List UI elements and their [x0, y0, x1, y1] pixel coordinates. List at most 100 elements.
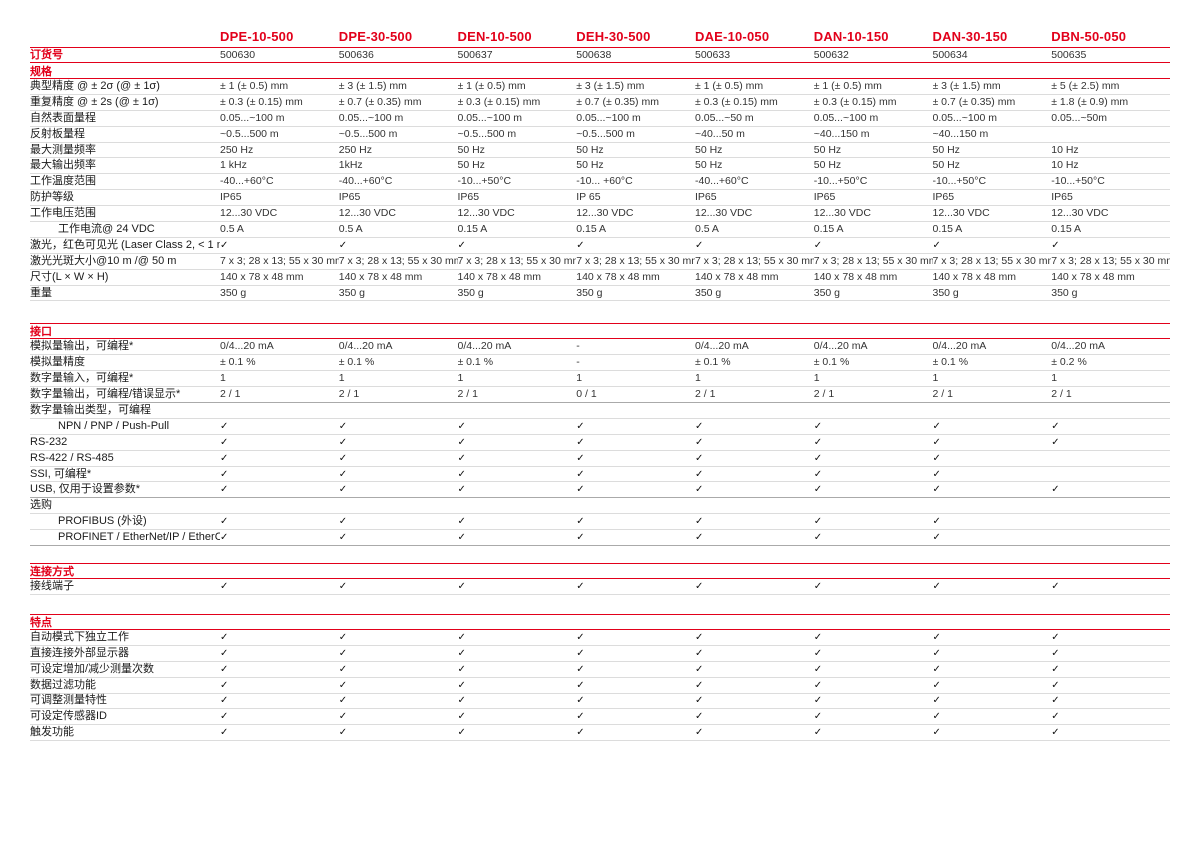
- row-label: 工作电压范围: [30, 207, 96, 220]
- spec-cell: 0.5 A: [220, 222, 244, 235]
- product-model-header: DAE-10-050: [695, 29, 770, 44]
- spec-cell: 1 kHz: [220, 159, 247, 172]
- spec-cell: ± 3 (± 1.5) mm: [338, 79, 407, 92]
- check-mark-icon: ✓: [220, 663, 229, 675]
- spec-cell: IP65: [695, 191, 717, 204]
- order-number: 500633: [695, 48, 731, 61]
- table-row: 防护等级 IP65 IP65 IP65 IP 65 IP65 IP65 IP65 IP65: [30, 190, 1170, 207]
- check-mark-icon: ✓: [813, 239, 823, 251]
- spec-cell: 140 x 78 x 48 mm: [695, 270, 779, 283]
- table-row: USB, 仅用于设置参数* ✓ ✓ ✓ ✓ ✓ ✓ ✓ ✓: [30, 482, 1170, 499]
- table-row: 激光光斑大小@10 m /@ 50 m 7 x 3; 28 x 13; 55 x …: [30, 254, 1170, 270]
- spec-cell: 50 Hz: [576, 143, 604, 156]
- spec-cell: 140 x 78 x 48 mm: [576, 270, 660, 283]
- check-mark-icon: ✓: [813, 727, 823, 739]
- check-mark-icon: ✓: [338, 452, 348, 464]
- check-mark-icon: ✓: [576, 239, 585, 251]
- check-mark-icon: ✓: [220, 516, 229, 528]
- check-mark-icon: ✓: [813, 631, 823, 643]
- row-label: 尺寸(L × W × H): [30, 270, 109, 283]
- check-mark-icon: ✓: [338, 647, 348, 659]
- check-mark-icon: ✓: [457, 452, 466, 464]
- check-mark-icon: ✓: [576, 711, 585, 723]
- check-mark-icon: ✓: [338, 581, 348, 592]
- spec-cell: 250 Hz: [338, 143, 373, 156]
- spec-cell: 0/4...20 mA: [1051, 340, 1105, 353]
- order-number-row: 订货号 500630 500636 500637 500638 500633 500632 5…: [30, 47, 1170, 63]
- spec-cell: ~40...50 m: [695, 127, 745, 140]
- spec-cell: 1: [576, 372, 583, 385]
- spec-cell: 50 Hz: [457, 159, 485, 172]
- table-row: 最大输出频率 1 kHz 1kHz 50 Hz 50 Hz 50 Hz 50 Hz 50 Hz…: [30, 158, 1170, 175]
- table-row: RS-232 ✓ ✓ ✓ ✓ ✓ ✓ ✓ ✓: [30, 435, 1170, 451]
- check-mark-icon: ✓: [813, 516, 823, 528]
- spec-cell: IP65: [813, 191, 836, 204]
- spec-cell: 7 x 3; 28 x 13; 55 x 30 mm: [1051, 254, 1170, 267]
- spec-cell: 1: [932, 372, 939, 385]
- product-model-header: DBN-50-050: [1051, 29, 1127, 44]
- check-mark-icon: ✓: [813, 420, 823, 432]
- check-mark-icon: ✓: [457, 516, 466, 528]
- spec-cell: 12...30 VDC: [576, 207, 634, 220]
- spec-cell: ± 0.1 %: [932, 356, 969, 369]
- spec-cell: 50 Hz: [695, 159, 723, 172]
- spec-cell: 50 Hz: [813, 143, 842, 156]
- table-row: 典型精度 @ ± 2σ (@ ± 1σ) ± 1 (± 0.5) mm ± 3 (±…: [30, 79, 1170, 95]
- product-header-row: DPE-10-500 DPE-30-500 DEN-10-500 DEH-30-500…: [30, 26, 1170, 47]
- row-label: 激光，红色可见光 (Laser Class 2, < 1 mW): [30, 238, 220, 251]
- spec-cell: 12...30 VDC: [338, 207, 396, 220]
- check-mark-icon: ✓: [695, 452, 704, 464]
- check-mark-icon: ✓: [338, 516, 348, 528]
- spec-cell: -10...+50°C: [813, 175, 868, 188]
- spec-cell: 2 / 1: [1051, 388, 1072, 401]
- product-model-header: DAN-30-150: [932, 29, 1008, 44]
- check-mark-icon: ✓: [220, 484, 229, 496]
- spec-cell: 0.05...~100 m: [576, 111, 641, 124]
- check-mark-icon: ✓: [932, 663, 941, 675]
- spec-cell: ~40...150 m: [932, 127, 989, 140]
- section-3: 特点 自动模式下独立工作 ✓ ✓ ✓ ✓ ✓ ✓ ✓ ✓ 直接连接外部显示器 ✓ ✓ ✓ ✓ ✓ ✓ ✓ ✓ 可设定增…: [30, 613, 1170, 742]
- check-mark-icon: ✓: [695, 711, 704, 723]
- check-mark-icon: ✓: [338, 663, 348, 675]
- spec-cell: -: [576, 356, 580, 369]
- row-label: 典型精度 @ ± 2σ (@ ± 1σ): [30, 79, 160, 92]
- check-mark-icon: ✓: [576, 727, 585, 739]
- spec-cell: 1: [695, 372, 701, 385]
- spec-cell: 50 Hz: [576, 159, 604, 172]
- spec-cell: IP65: [457, 191, 480, 204]
- spec-cell: 1: [1051, 372, 1058, 385]
- spec-cell: 0/4...20 mA: [932, 340, 987, 353]
- check-mark-icon: ✓: [695, 420, 704, 432]
- table-row: 激光，红色可见光 (Laser Class 2, < 1 mW) ✓ ✓ ✓ ✓ ✓ ✓ ✓ ✓: [30, 238, 1170, 254]
- table-subheader-row: 数字量输出类型，可编程: [30, 403, 1170, 419]
- spec-cell: 0.05...~100 m: [220, 111, 285, 124]
- check-mark-icon: ✓: [1051, 695, 1060, 707]
- spec-cell: ~0.5...500 m: [338, 127, 398, 140]
- spec-cell: ~40...150 m: [813, 127, 870, 140]
- check-mark-icon: ✓: [576, 663, 585, 675]
- section-title: 接口: [30, 326, 52, 339]
- spec-cell: -10...+50°C: [1051, 175, 1105, 188]
- check-mark-icon: ✓: [932, 532, 941, 544]
- check-mark-icon: ✓: [932, 452, 941, 464]
- check-mark-icon: ✓: [220, 420, 229, 432]
- check-mark-icon: ✓: [576, 532, 585, 544]
- check-mark-icon: ✓: [932, 679, 941, 691]
- check-mark-icon: ✓: [457, 711, 466, 723]
- table-row: 反射板量程 ~0.5...500 m ~0.5...500 m ~0.5...500 …: [30, 127, 1170, 143]
- spec-cell: 0.15 A: [813, 222, 844, 235]
- check-mark-icon: ✓: [695, 727, 704, 739]
- check-mark-icon: ✓: [695, 647, 704, 659]
- spec-cell: 1: [220, 372, 226, 385]
- check-mark-icon: ✓: [220, 711, 229, 723]
- spec-cell: 1: [338, 372, 345, 385]
- check-mark-icon: ✓: [338, 420, 348, 432]
- spec-cell: ± 0.3 (± 0.15) mm: [457, 95, 541, 108]
- spec-cell: IP65: [338, 191, 361, 204]
- spec-cell: IP65: [1051, 191, 1073, 204]
- check-mark-icon: ✓: [813, 581, 823, 592]
- spec-cell: 250 Hz: [220, 143, 254, 156]
- check-mark-icon: ✓: [695, 581, 704, 592]
- check-mark-icon: ✓: [338, 239, 348, 251]
